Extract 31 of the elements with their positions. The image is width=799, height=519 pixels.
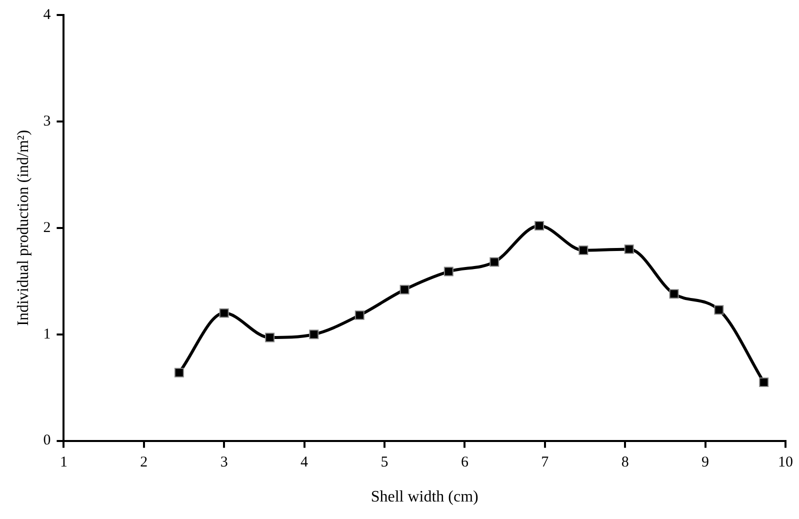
y-tick-label: 2 bbox=[43, 220, 51, 236]
point bbox=[309, 330, 319, 340]
x-tick-label: 4 bbox=[300, 454, 309, 471]
point bbox=[578, 246, 588, 255]
y-tick-label: 0 bbox=[43, 432, 51, 449]
x-tick-label: 6 bbox=[460, 454, 469, 471]
y-tick-label: 1 bbox=[43, 326, 51, 342]
point bbox=[354, 310, 364, 320]
point bbox=[624, 244, 634, 254]
point bbox=[265, 332, 275, 342]
x-tick-label: 1 bbox=[60, 454, 68, 471]
y-tick-label: 4 bbox=[43, 6, 52, 23]
x-tick-label: 9 bbox=[702, 454, 710, 471]
x-tick-label: 10 bbox=[778, 454, 793, 471]
x-axis-title: Shell width (cm) bbox=[370, 488, 478, 506]
x-tick-label: 7 bbox=[541, 454, 550, 471]
x-tick-label: 5 bbox=[380, 454, 388, 471]
point bbox=[490, 257, 500, 267]
point bbox=[400, 284, 410, 294]
x-tick-label: 3 bbox=[220, 454, 228, 471]
point bbox=[534, 221, 544, 231]
point bbox=[219, 308, 229, 318]
y-axis-title: Individual production (ind/m²) bbox=[14, 130, 32, 326]
point bbox=[714, 305, 724, 315]
point bbox=[174, 368, 184, 378]
point bbox=[669, 289, 679, 299]
x-tick-label: 2 bbox=[140, 454, 148, 471]
y-tick-label: 3 bbox=[43, 113, 51, 130]
point bbox=[759, 378, 769, 387]
x-tick-label: 8 bbox=[621, 454, 629, 471]
point bbox=[444, 266, 454, 276]
